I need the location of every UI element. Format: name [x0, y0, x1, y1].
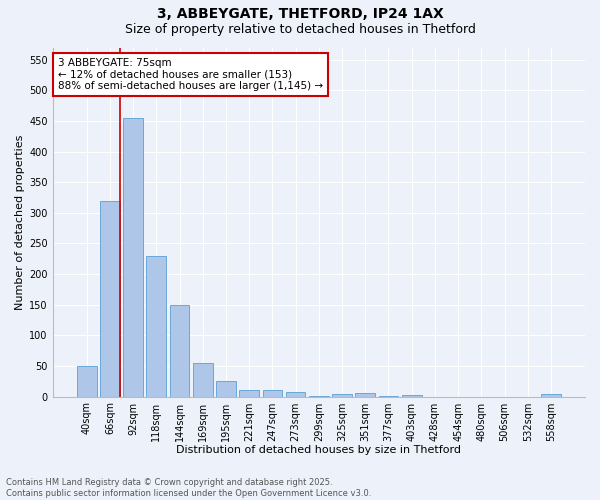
- X-axis label: Distribution of detached houses by size in Thetford: Distribution of detached houses by size …: [176, 445, 461, 455]
- Bar: [332, 394, 352, 396]
- Bar: [77, 366, 97, 396]
- Text: Size of property relative to detached houses in Thetford: Size of property relative to detached ho…: [125, 22, 475, 36]
- Text: Contains HM Land Registry data © Crown copyright and database right 2025.
Contai: Contains HM Land Registry data © Crown c…: [6, 478, 371, 498]
- Bar: [170, 304, 190, 396]
- Bar: [355, 393, 375, 396]
- Bar: [541, 394, 561, 396]
- Bar: [239, 390, 259, 396]
- Bar: [216, 382, 236, 396]
- Bar: [193, 363, 212, 396]
- Bar: [263, 390, 282, 396]
- Bar: [402, 395, 422, 396]
- Y-axis label: Number of detached properties: Number of detached properties: [15, 134, 25, 310]
- Bar: [286, 392, 305, 396]
- Text: 3 ABBEYGATE: 75sqm
← 12% of detached houses are smaller (153)
88% of semi-detach: 3 ABBEYGATE: 75sqm ← 12% of detached hou…: [58, 58, 323, 91]
- Bar: [146, 256, 166, 396]
- Text: 3, ABBEYGATE, THETFORD, IP24 1AX: 3, ABBEYGATE, THETFORD, IP24 1AX: [157, 8, 443, 22]
- Bar: [100, 200, 120, 396]
- Bar: [123, 118, 143, 396]
